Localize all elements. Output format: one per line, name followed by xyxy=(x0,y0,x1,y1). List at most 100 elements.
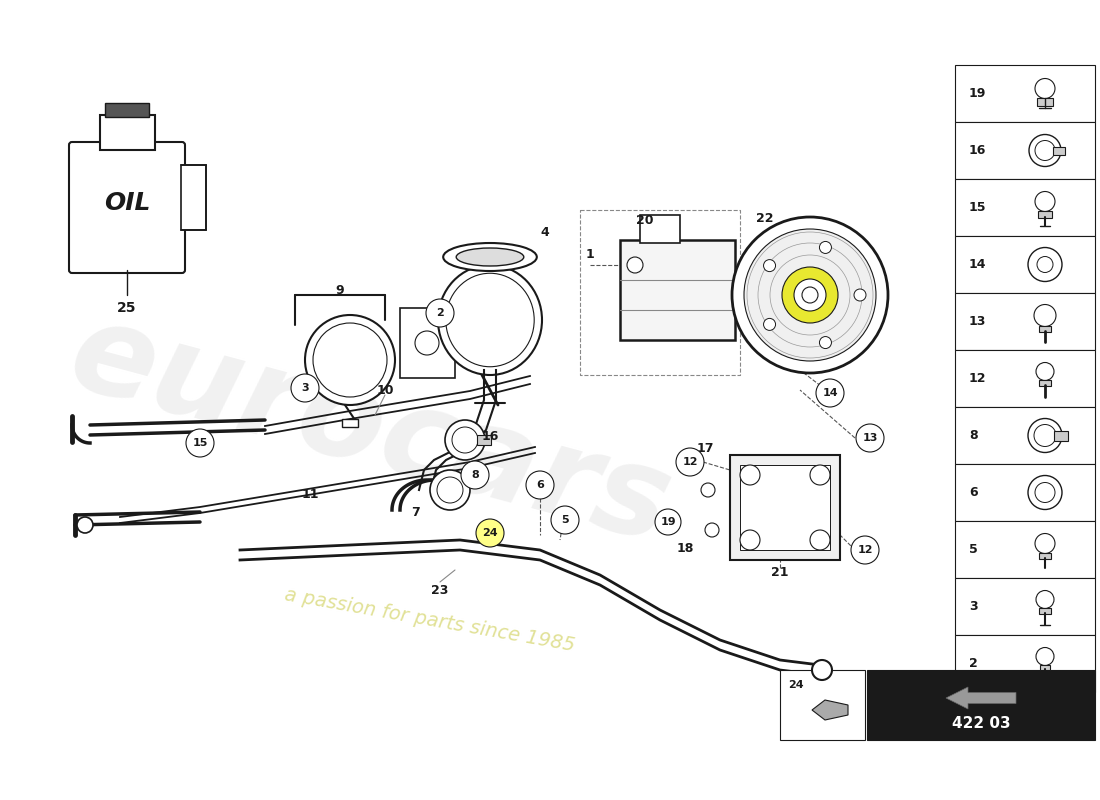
Bar xyxy=(955,179,1094,236)
Circle shape xyxy=(701,483,715,497)
Circle shape xyxy=(740,465,760,485)
Text: 24: 24 xyxy=(482,528,498,538)
Circle shape xyxy=(446,420,485,460)
Text: 14: 14 xyxy=(822,388,838,398)
Circle shape xyxy=(744,229,876,361)
Bar xyxy=(955,350,1094,407)
Circle shape xyxy=(314,323,387,397)
Bar xyxy=(1040,607,1050,614)
Circle shape xyxy=(732,217,888,373)
Circle shape xyxy=(676,448,704,476)
Text: 15: 15 xyxy=(192,438,208,448)
Bar xyxy=(99,115,154,150)
Bar xyxy=(955,122,1094,179)
Ellipse shape xyxy=(446,274,535,366)
Text: 7: 7 xyxy=(410,506,419,519)
Text: 10: 10 xyxy=(376,383,394,397)
Circle shape xyxy=(763,260,776,272)
Text: 12: 12 xyxy=(682,457,697,467)
Text: 422 03: 422 03 xyxy=(952,717,1010,731)
Bar xyxy=(1037,98,1053,106)
FancyBboxPatch shape xyxy=(69,142,185,273)
Circle shape xyxy=(461,461,490,489)
Text: 21: 21 xyxy=(771,566,789,579)
Circle shape xyxy=(186,429,214,457)
Circle shape xyxy=(816,379,844,407)
Bar xyxy=(955,464,1094,521)
Text: 18: 18 xyxy=(676,542,694,554)
Circle shape xyxy=(705,523,719,537)
Bar xyxy=(1040,665,1050,670)
Text: 25: 25 xyxy=(118,301,136,315)
Circle shape xyxy=(820,242,832,254)
Circle shape xyxy=(1035,191,1055,211)
Ellipse shape xyxy=(438,265,542,375)
Circle shape xyxy=(437,477,463,503)
Ellipse shape xyxy=(443,243,537,271)
Circle shape xyxy=(851,536,879,564)
Text: 15: 15 xyxy=(969,201,987,214)
Text: 11: 11 xyxy=(301,489,319,502)
Text: 2: 2 xyxy=(436,308,444,318)
Text: a passion for parts since 1985: a passion for parts since 1985 xyxy=(284,585,576,655)
Bar xyxy=(740,465,830,550)
Bar xyxy=(955,578,1094,635)
Bar xyxy=(620,240,735,340)
Bar xyxy=(730,455,840,560)
Circle shape xyxy=(430,470,470,510)
Text: 9: 9 xyxy=(336,283,344,297)
Circle shape xyxy=(654,509,681,535)
Circle shape xyxy=(452,427,478,453)
Bar xyxy=(955,65,1094,122)
Circle shape xyxy=(763,318,776,330)
Circle shape xyxy=(305,315,395,405)
Bar xyxy=(955,236,1094,293)
Text: 6: 6 xyxy=(969,486,978,499)
Text: 12: 12 xyxy=(857,545,872,555)
Text: 6: 6 xyxy=(536,480,543,490)
Bar xyxy=(955,521,1094,578)
Bar xyxy=(182,165,206,230)
Text: 14: 14 xyxy=(969,258,987,271)
Text: 13: 13 xyxy=(862,433,878,443)
Circle shape xyxy=(1037,257,1053,273)
Bar xyxy=(1053,146,1065,154)
Circle shape xyxy=(1028,475,1062,510)
Text: eurocars: eurocars xyxy=(57,292,683,568)
Ellipse shape xyxy=(456,248,524,266)
Circle shape xyxy=(426,299,454,327)
Circle shape xyxy=(856,424,884,452)
Circle shape xyxy=(820,337,832,349)
Circle shape xyxy=(292,374,319,402)
Circle shape xyxy=(1034,425,1056,446)
Bar xyxy=(780,670,865,740)
Circle shape xyxy=(810,465,830,485)
Circle shape xyxy=(794,279,826,311)
Bar xyxy=(477,435,491,445)
Bar xyxy=(867,670,1094,740)
Circle shape xyxy=(476,519,504,547)
Circle shape xyxy=(812,660,832,680)
Polygon shape xyxy=(812,700,848,720)
Text: 3: 3 xyxy=(301,383,309,393)
Bar xyxy=(104,103,148,117)
Text: 4: 4 xyxy=(540,226,549,238)
Circle shape xyxy=(1035,78,1055,98)
Text: 16: 16 xyxy=(969,144,987,157)
Bar xyxy=(400,308,455,378)
Circle shape xyxy=(1036,590,1054,609)
Bar xyxy=(1040,326,1050,331)
Text: 20: 20 xyxy=(636,214,653,226)
Text: OIL: OIL xyxy=(103,190,151,214)
Text: 12: 12 xyxy=(969,372,987,385)
Text: 13: 13 xyxy=(969,315,987,328)
Circle shape xyxy=(802,287,818,303)
Text: 5: 5 xyxy=(561,515,569,525)
Circle shape xyxy=(551,506,579,534)
Bar xyxy=(1040,379,1050,386)
Text: 22: 22 xyxy=(757,211,773,225)
Text: 3: 3 xyxy=(969,600,978,613)
Bar xyxy=(955,407,1094,464)
Circle shape xyxy=(1028,134,1062,166)
Text: 24: 24 xyxy=(788,680,804,690)
